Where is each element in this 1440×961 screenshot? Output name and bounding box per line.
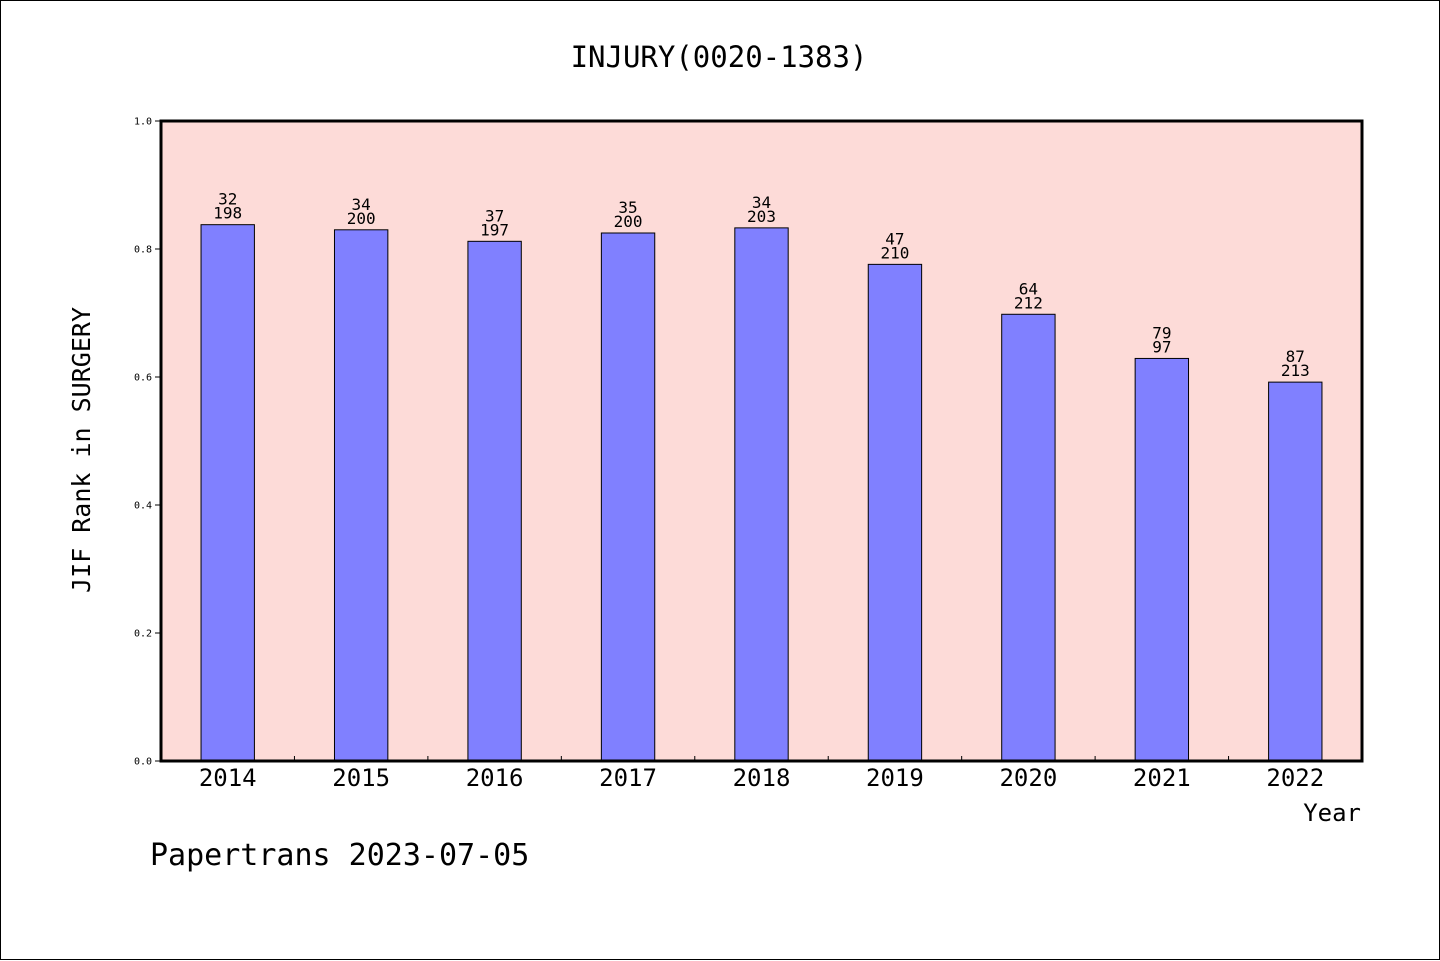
x-tick-label: 2022 <box>1266 764 1324 792</box>
x-tick-label: 2015 <box>332 764 390 792</box>
x-axis: 2014 2015 2016 2017 2018 2019 2020 2021 2022 <box>199 756 1324 792</box>
footer-watermark: Papertrans 2023-07-05 <box>150 838 529 873</box>
bar-label-total: 200 <box>347 209 376 228</box>
bar-label-rank: 34 <box>352 195 371 214</box>
chart-title: INJURY(0020-1383) <box>571 40 868 74</box>
bar-2015 <box>333 229 389 762</box>
y-tick-label: 0.4 <box>134 501 152 512</box>
bar-2016 <box>467 240 522 762</box>
x-axis-label: Year <box>1303 799 1361 827</box>
y-tick-label: 1.0 <box>134 117 152 128</box>
x-tick-label: 2014 <box>199 764 257 792</box>
x-tick-label: 2020 <box>999 764 1057 792</box>
bar-label-total: 210 <box>880 243 909 262</box>
bar-2014 <box>200 224 255 762</box>
y-tick-label: 0.0 <box>134 757 152 768</box>
x-tick-label: 2016 <box>466 764 524 792</box>
bar-label-total: 213 <box>1281 361 1310 380</box>
bar-2019 <box>867 263 923 762</box>
bar-label-rank: 34 <box>752 193 771 212</box>
plot-border <box>159 119 1364 763</box>
bar-2018 <box>734 227 789 762</box>
bars <box>200 224 1323 762</box>
x-tick-label: 2019 <box>866 764 924 792</box>
x-tick-label: 2018 <box>733 764 791 792</box>
bar-label-rank: 79 <box>1152 323 1171 342</box>
y-axis-label: JIF Rank in SURGERY <box>67 307 96 593</box>
bar-label-total: 200 <box>614 212 643 231</box>
bar-2021 <box>1134 357 1190 762</box>
bar-label-rank: 47 <box>885 229 904 248</box>
y-axis: 0.0 0.2 0.4 0.6 0.8 1.0 <box>134 117 161 768</box>
bar-label-total: 198 <box>213 204 242 223</box>
bar-label-rank: 35 <box>618 198 637 217</box>
bar-label-total: 197 <box>480 220 509 239</box>
bar-label-total: 97 <box>1152 337 1171 356</box>
y-tick-label: 0.2 <box>134 629 152 640</box>
bar-2017 <box>600 232 656 762</box>
bar-label-rank: 32 <box>218 190 237 209</box>
bar-2020 <box>1001 313 1056 762</box>
bar-label-rank: 64 <box>1019 279 1038 298</box>
x-tick-label: 2017 <box>599 764 657 792</box>
y-tick-label: 0.8 <box>134 245 152 256</box>
x-tick-label: 2021 <box>1133 764 1191 792</box>
bar-label-rank: 87 <box>1286 347 1305 366</box>
bar-2022 <box>1268 381 1323 762</box>
bar-label-total: 212 <box>1014 293 1043 312</box>
bar-label-rank: 37 <box>485 206 504 225</box>
y-tick-label: 0.6 <box>134 373 152 384</box>
bar-label-total: 203 <box>747 207 776 226</box>
